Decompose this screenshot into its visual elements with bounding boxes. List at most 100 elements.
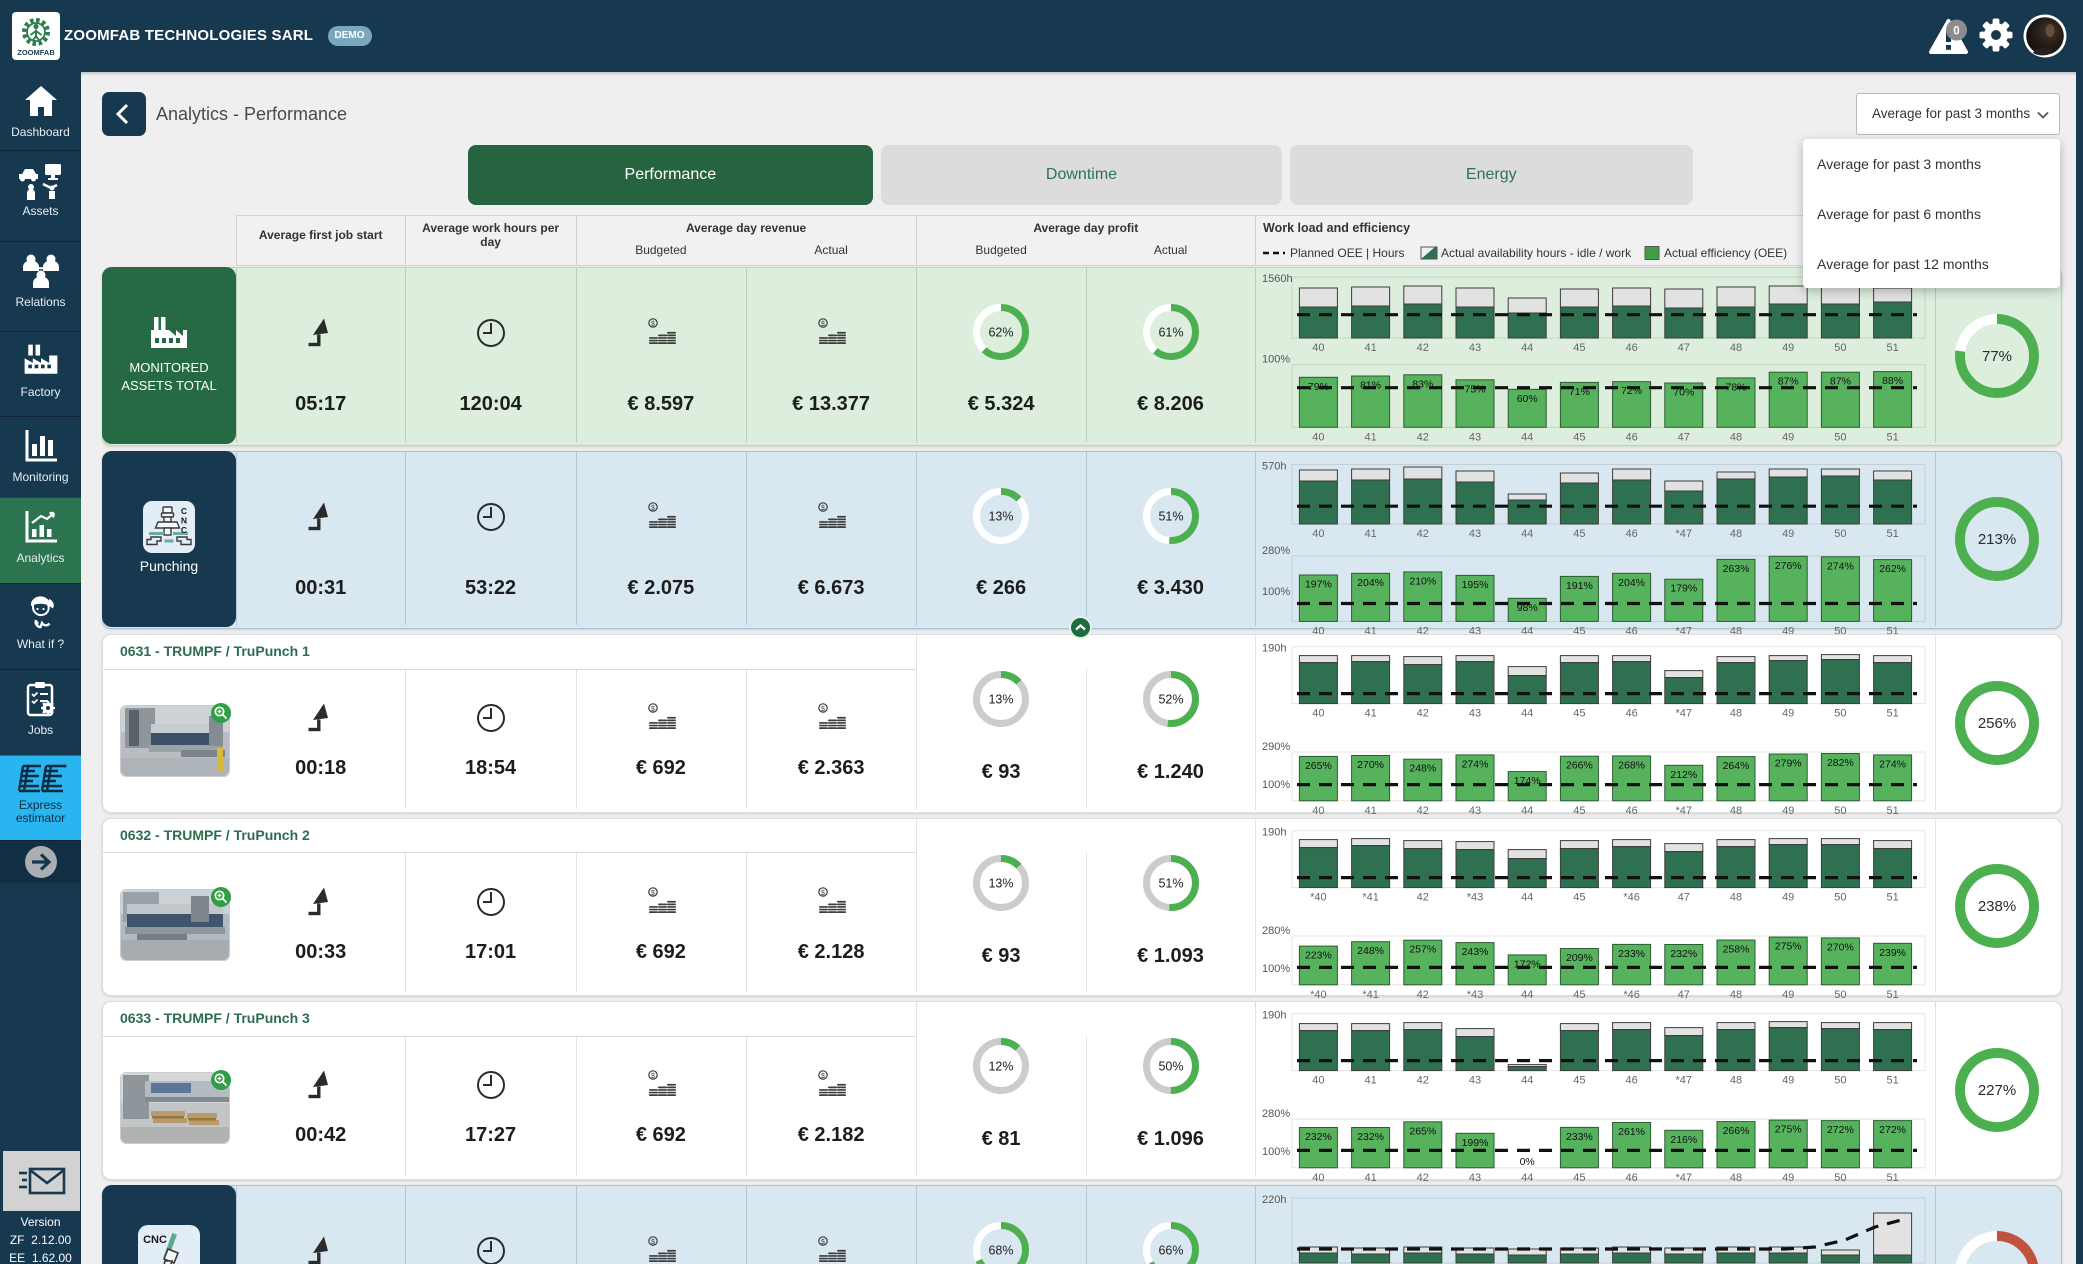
svg-text:272%: 272% <box>1827 1124 1854 1136</box>
svg-text:*47: *47 <box>1676 625 1693 637</box>
svg-text:41: 41 <box>1365 625 1377 637</box>
svg-text:41: 41 <box>1365 1172 1377 1184</box>
svg-text:44: 44 <box>1521 891 1533 903</box>
svg-text:45: 45 <box>1573 805 1585 817</box>
svg-text:*46: *46 <box>1624 891 1641 903</box>
svg-text:46: 46 <box>1626 708 1638 720</box>
svg-text:570h: 570h <box>1262 460 1286 472</box>
svg-text:88%: 88% <box>1882 375 1903 387</box>
svg-text:50: 50 <box>1834 342 1846 354</box>
svg-text:N: N <box>181 515 187 525</box>
svg-text:46: 46 <box>1626 805 1638 817</box>
svg-text:43: 43 <box>1469 1172 1481 1184</box>
svg-text:*46: *46 <box>1624 988 1641 1000</box>
svg-text:41: 41 <box>1365 805 1377 817</box>
svg-text:227%: 227% <box>1977 1082 2015 1099</box>
svg-text:81%: 81% <box>1360 380 1381 392</box>
svg-text:47: 47 <box>1678 342 1690 354</box>
svg-text:*40: *40 <box>1310 988 1327 1000</box>
svg-text:50: 50 <box>1834 431 1846 443</box>
svg-text:209%: 209% <box>1566 952 1593 964</box>
svg-text:51: 51 <box>1887 988 1899 1000</box>
svg-text:87%: 87% <box>1830 376 1851 388</box>
svg-text:48: 48 <box>1730 625 1742 637</box>
svg-text:48: 48 <box>1730 805 1742 817</box>
svg-text:49: 49 <box>1782 528 1794 540</box>
svg-text:45: 45 <box>1573 431 1585 443</box>
svg-text:47: 47 <box>1678 988 1690 1000</box>
svg-text:45: 45 <box>1573 1075 1585 1087</box>
svg-text:79%: 79% <box>1308 381 1329 393</box>
svg-text:266%: 266% <box>1566 760 1593 772</box>
svg-text:*47: *47 <box>1676 528 1693 540</box>
svg-text:272%: 272% <box>1879 1124 1906 1136</box>
svg-text:51: 51 <box>1887 708 1899 720</box>
svg-text:256%: 256% <box>1977 715 2015 732</box>
svg-text:47: 47 <box>1678 431 1690 443</box>
svg-text:13%: 13% <box>989 876 1014 890</box>
svg-text:45: 45 <box>1573 891 1585 903</box>
svg-text:12%: 12% <box>989 1060 1014 1074</box>
svg-text:274%: 274% <box>1827 560 1854 572</box>
svg-text:42: 42 <box>1417 625 1429 637</box>
svg-text:51: 51 <box>1887 342 1899 354</box>
svg-text:100%: 100% <box>1262 354 1290 366</box>
svg-text:43: 43 <box>1469 805 1481 817</box>
svg-text:Actual availability hours - id: Actual availability hours - idle / work <box>1441 246 1632 260</box>
svg-text:50: 50 <box>1834 528 1846 540</box>
svg-text:40: 40 <box>1312 1075 1324 1087</box>
svg-text:1560h: 1560h <box>1262 273 1293 285</box>
svg-text:100%: 100% <box>1262 779 1290 791</box>
svg-text:$: $ <box>821 706 825 713</box>
svg-text:61%: 61% <box>1158 326 1183 340</box>
svg-text:50: 50 <box>1834 988 1846 1000</box>
svg-text:40: 40 <box>1312 708 1324 720</box>
svg-text:49: 49 <box>1782 1172 1794 1184</box>
svg-text:41: 41 <box>1365 342 1377 354</box>
svg-text:$: $ <box>651 505 655 512</box>
svg-text:264%: 264% <box>1723 760 1750 772</box>
svg-text:$: $ <box>821 505 825 512</box>
svg-text:*41: *41 <box>1363 891 1380 903</box>
svg-text:Planned OEE | Hours: Planned OEE | Hours <box>1290 246 1405 260</box>
svg-text:*47: *47 <box>1676 1172 1693 1184</box>
svg-text:77%: 77% <box>1981 348 2011 365</box>
svg-text:44: 44 <box>1521 528 1533 540</box>
svg-text:46: 46 <box>1626 342 1638 354</box>
svg-text:66%: 66% <box>1158 1243 1183 1257</box>
svg-text:261%: 261% <box>1618 1126 1645 1138</box>
svg-text:41: 41 <box>1365 528 1377 540</box>
svg-text:44: 44 <box>1521 988 1533 1000</box>
svg-text:49: 49 <box>1782 342 1794 354</box>
svg-text:49: 49 <box>1782 1075 1794 1087</box>
svg-text:51: 51 <box>1887 625 1899 637</box>
svg-text:43: 43 <box>1469 708 1481 720</box>
svg-text:$: $ <box>651 1239 655 1246</box>
svg-text:43: 43 <box>1469 342 1481 354</box>
svg-text:0: 0 <box>1953 25 1959 37</box>
svg-text:41: 41 <box>1365 431 1377 443</box>
svg-text:51: 51 <box>1887 891 1899 903</box>
svg-text:233%: 233% <box>1618 947 1645 959</box>
svg-text:48: 48 <box>1730 528 1742 540</box>
svg-text:*47: *47 <box>1676 805 1693 817</box>
svg-text:45: 45 <box>1573 708 1585 720</box>
svg-text:45: 45 <box>1573 1172 1585 1184</box>
svg-text:40: 40 <box>1312 431 1324 443</box>
svg-text:40: 40 <box>1312 1172 1324 1184</box>
svg-text:282%: 282% <box>1827 757 1854 769</box>
svg-text:191%: 191% <box>1566 579 1593 591</box>
svg-text:68%: 68% <box>989 1243 1014 1257</box>
svg-text:*47: *47 <box>1676 708 1693 720</box>
svg-text:280%: 280% <box>1262 925 1290 937</box>
svg-text:280%: 280% <box>1262 1108 1290 1120</box>
svg-text:212%: 212% <box>1671 769 1698 781</box>
svg-text:46: 46 <box>1626 431 1638 443</box>
svg-text:48: 48 <box>1730 342 1742 354</box>
svg-text:41: 41 <box>1365 1075 1377 1087</box>
svg-text:216%: 216% <box>1671 1134 1698 1146</box>
svg-text:265%: 265% <box>1410 1125 1437 1137</box>
svg-text:50: 50 <box>1834 1172 1846 1184</box>
svg-text:Actual efficiency (OEE): Actual efficiency (OEE) <box>1664 246 1787 260</box>
svg-text:45: 45 <box>1573 342 1585 354</box>
